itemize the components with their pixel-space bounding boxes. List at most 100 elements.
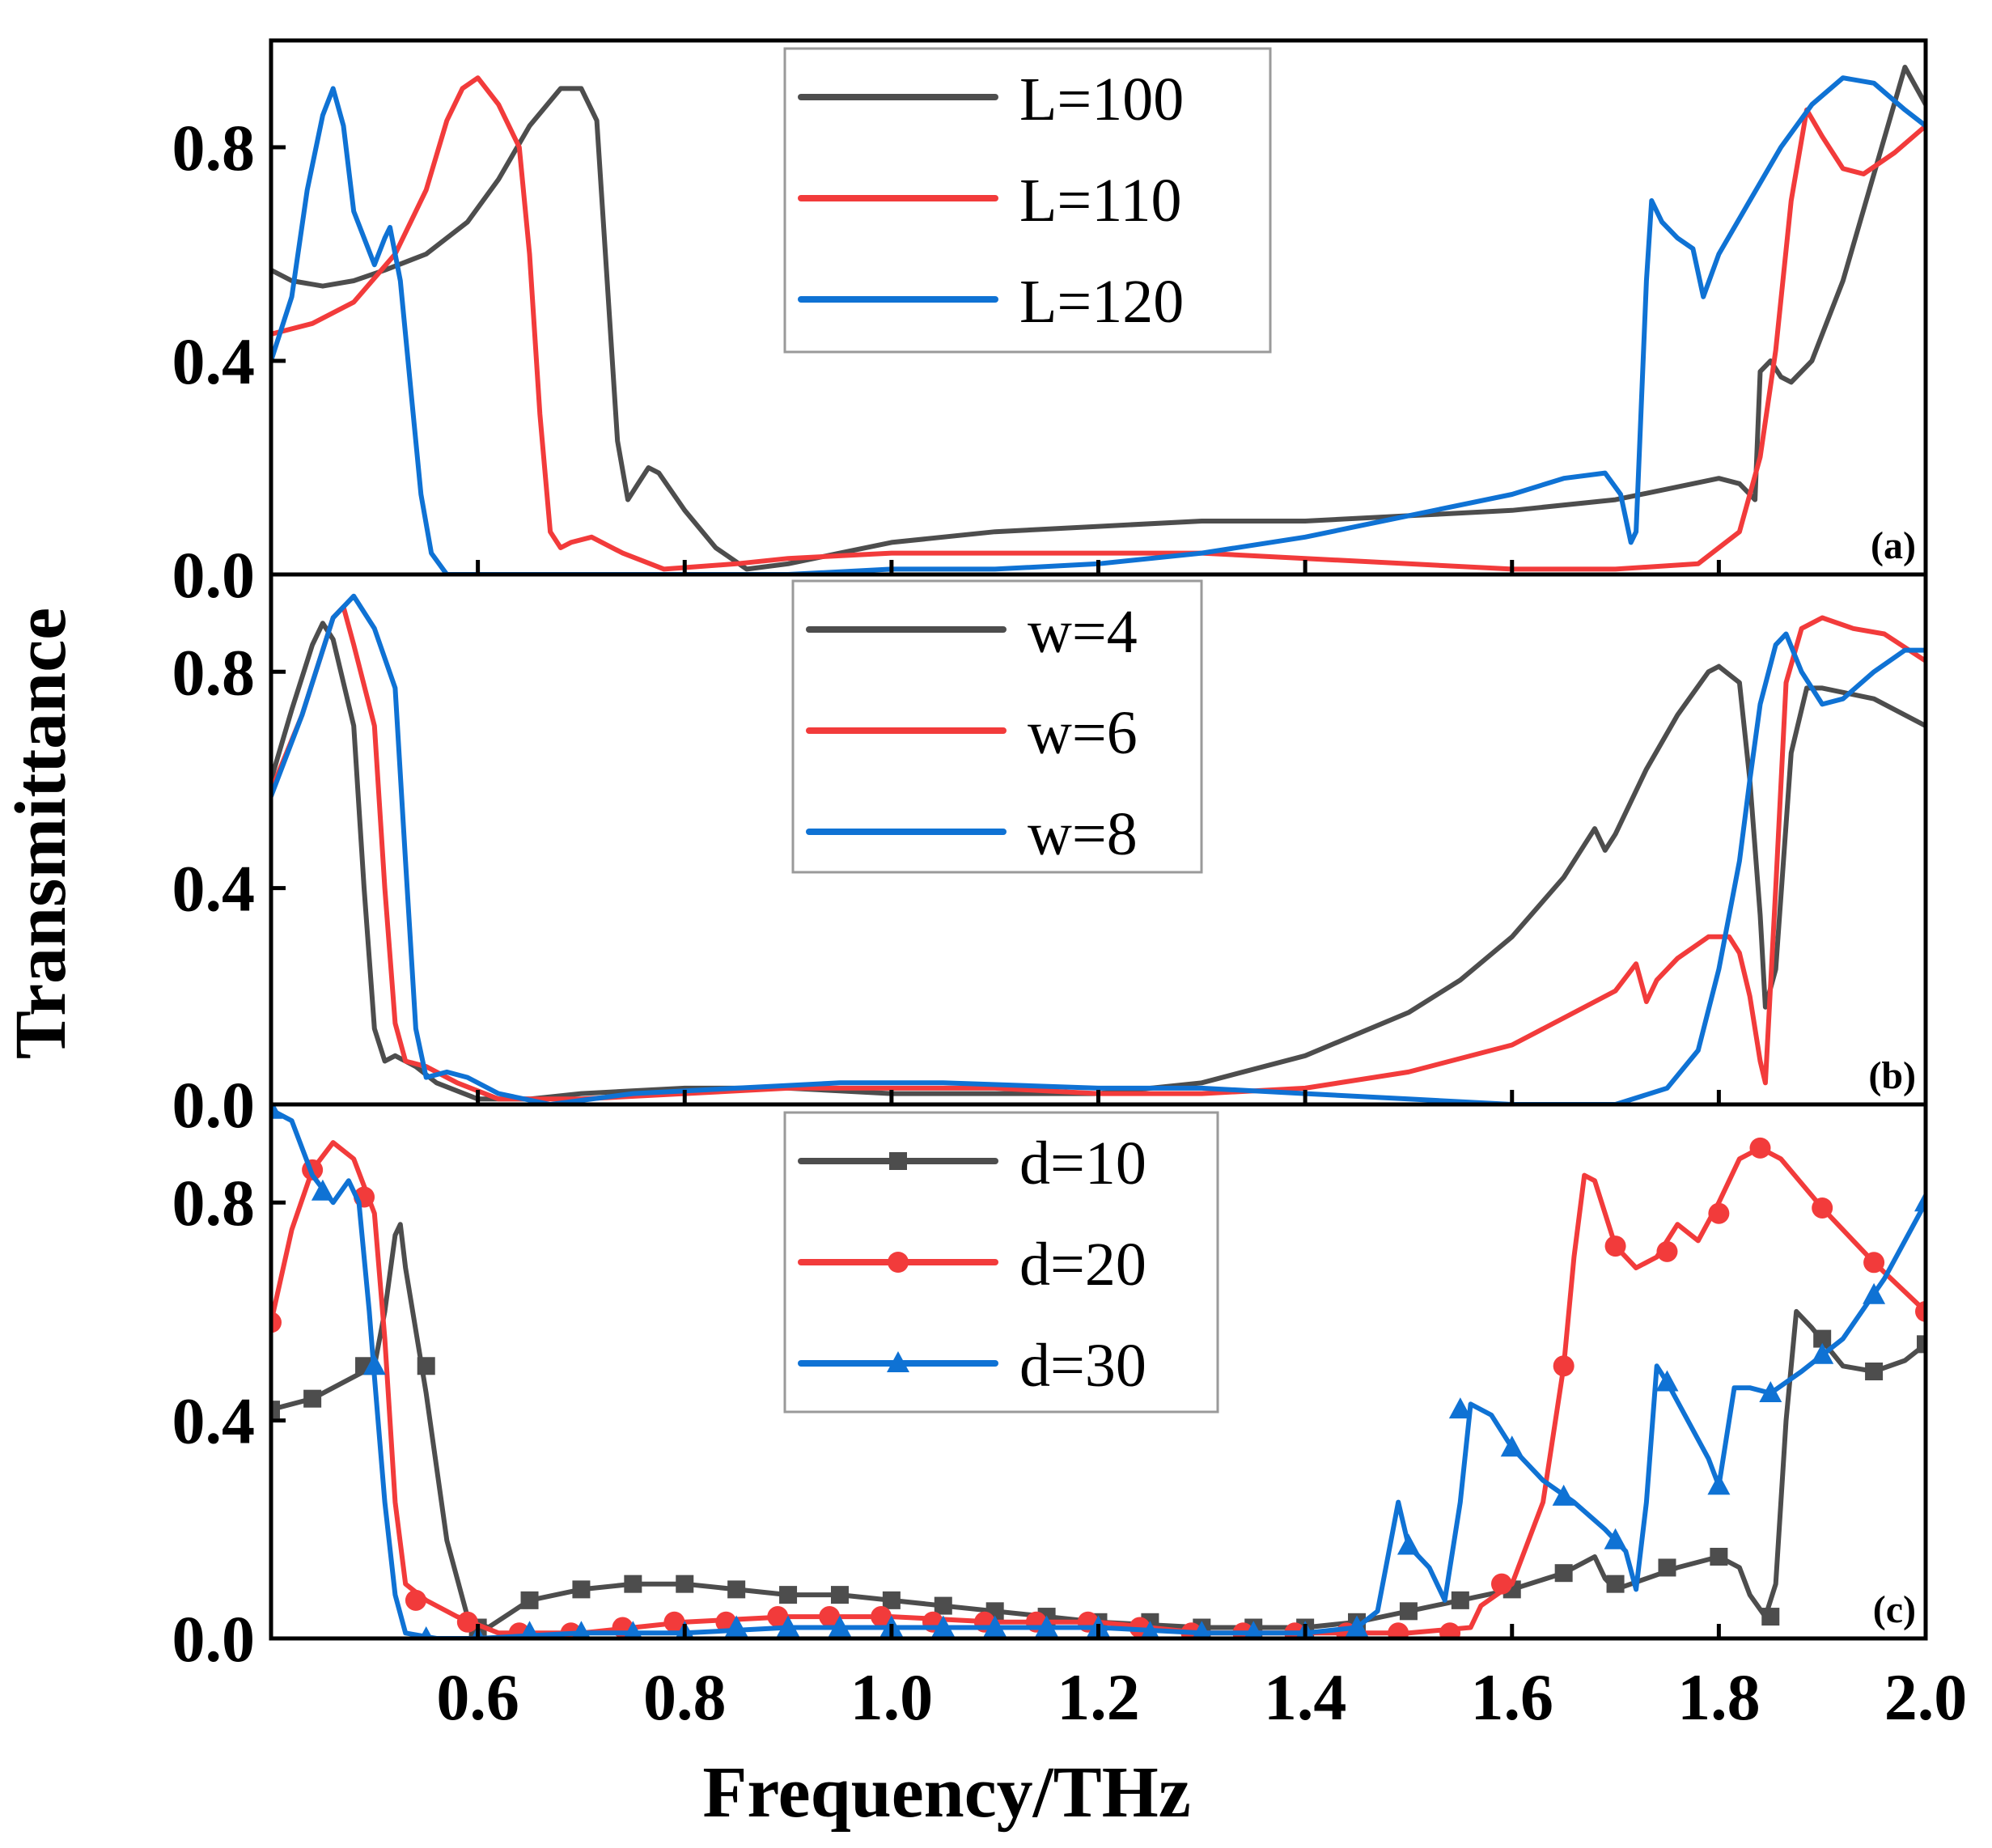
series-line-d=30 [271, 1107, 1926, 1638]
series-marker-d=30 [1811, 1342, 1834, 1364]
series-marker-d=10 [779, 1586, 798, 1604]
series-marker-d=10 [676, 1575, 694, 1593]
series-marker-d=10 [417, 1357, 435, 1375]
panel-b: 0.0 0.4 0.8 (b) w=4 w=6 w=8 [172, 572, 1928, 1142]
series-line-w=8 [271, 593, 1926, 1104]
series-marker-d=20 [271, 1312, 282, 1333]
series-marker-d=20 [819, 1606, 841, 1628]
series-marker-d=30 [725, 1615, 748, 1637]
series-marker-d=30 [777, 1615, 800, 1637]
legend-marker-d=20 [888, 1252, 909, 1273]
panel-label: (b) [1868, 1054, 1916, 1097]
x-tick-label: 1.6 [1471, 1660, 1554, 1734]
series-marker-d=20 [1439, 1622, 1461, 1638]
series-marker-d=30 [1863, 1282, 1886, 1304]
legend: w=4 w=6 w=8 [791, 579, 1203, 874]
series-marker-d=10 [1761, 1608, 1780, 1626]
series-marker-d=10 [1658, 1558, 1676, 1577]
series-marker-d=30 [1552, 1484, 1575, 1506]
legend-label-w=6: w=6 [1028, 699, 1138, 767]
x-axis-title: Frequency/THz [702, 1753, 1190, 1833]
x-tick-label: 1.2 [1057, 1660, 1140, 1734]
legend: d=10 d=20 d=30 [783, 1111, 1219, 1414]
series-marker-d=20 [1656, 1240, 1678, 1262]
y-tick-label: 0.0 [172, 1602, 256, 1676]
panel-c: 0.0 0.4 0.8 (c) d=10 d=20 d=30 [172, 1102, 1928, 1676]
series-marker-d=30 [1448, 1397, 1472, 1419]
legend-label-L=120: L=120 [1019, 268, 1184, 336]
series-line-w=4 [271, 621, 1926, 1102]
panel-label: (a) [1871, 524, 1916, 567]
series-marker-d=10 [1399, 1602, 1418, 1621]
legend-label-L=100: L=100 [1019, 66, 1184, 134]
legend-label-d=10: d=10 [1019, 1130, 1146, 1197]
y-tick-label: 0.0 [172, 1068, 256, 1142]
series-marker-d=10 [520, 1591, 539, 1609]
panel-label: (c) [1873, 1588, 1916, 1631]
series-marker-d=30 [1500, 1435, 1524, 1457]
series-marker-d=30 [1397, 1533, 1420, 1555]
series-marker-d=20 [767, 1606, 789, 1628]
series-marker-d=10 [1813, 1329, 1832, 1348]
x-tick-label: 2.0 [1884, 1660, 1968, 1734]
x-tick-label: 1.0 [850, 1660, 934, 1734]
legend-label-w=8: w=8 [1028, 800, 1138, 868]
series-marker-d=10 [1865, 1363, 1884, 1380]
series-marker-d=30 [931, 1615, 955, 1637]
series-marker-d=10 [1710, 1547, 1728, 1566]
y-tick-label: 0.8 [172, 1166, 256, 1240]
series-marker-d=20 [1812, 1197, 1833, 1219]
series-marker-d=30 [1655, 1370, 1679, 1392]
series-marker-d=10 [624, 1575, 642, 1593]
y-tick-label: 0.8 [172, 635, 256, 709]
legend-label-d=30: d=30 [1019, 1332, 1146, 1400]
y-tick-label: 0.0 [172, 538, 256, 612]
series-marker-d=10 [727, 1580, 746, 1599]
series-marker-d=10 [934, 1596, 952, 1615]
plot-layer: 0.0 0.4 0.8 (a) L=100 L=110 L=120 0.0 0.4 0.8 (b) w… [172, 38, 1968, 1734]
series-marker-d=20 [1604, 1236, 1626, 1257]
y-tick-label: 0.8 [172, 111, 256, 184]
legend-marker-d=30 [887, 1351, 909, 1372]
series-line-L=120 [271, 75, 1926, 574]
x-tick-label: 0.6 [436, 1660, 519, 1734]
series-marker-d=10 [303, 1389, 322, 1408]
series-marker-d=20 [1708, 1202, 1730, 1224]
x-tick-label: 0.8 [643, 1660, 727, 1734]
series-marker-d=30 [311, 1179, 334, 1201]
series-group [271, 593, 1926, 1104]
series-marker-d=10 [1554, 1564, 1573, 1583]
legend-marker-d=10 [889, 1152, 907, 1170]
series-marker-d=30 [828, 1615, 851, 1637]
panel-a: 0.0 0.4 0.8 (a) L=100 L=110 L=120 [172, 38, 1928, 612]
series-marker-d=30 [1140, 1621, 1160, 1638]
legend-label-w=4: w=4 [1028, 598, 1138, 666]
series-marker-d=10 [271, 1401, 280, 1419]
series-marker-d=20 [1490, 1573, 1512, 1595]
series-marker-d=10 [830, 1586, 849, 1604]
series-marker-d=30 [623, 1621, 643, 1638]
series-marker-d=20 [405, 1589, 426, 1611]
series-group [271, 1104, 1926, 1638]
legend-label-d=20: d=20 [1019, 1231, 1146, 1299]
y-tick-label: 0.4 [172, 1384, 256, 1458]
series-marker-d=10 [1606, 1575, 1625, 1593]
series-group [271, 65, 1926, 574]
series-marker-d=30 [362, 1354, 386, 1375]
series-marker-d=30 [419, 1626, 433, 1638]
series-marker-d=20 [663, 1611, 685, 1633]
series-marker-d=10 [572, 1580, 591, 1599]
x-tick-label: 1.4 [1264, 1660, 1347, 1734]
legend: L=100 L=110 L=120 [783, 47, 1272, 354]
series-marker-d=20 [456, 1611, 478, 1633]
series-marker-d=30 [519, 1621, 540, 1638]
series-marker-d=30 [1759, 1380, 1782, 1402]
y-tick-label: 0.4 [172, 852, 256, 926]
series-marker-d=30 [1604, 1528, 1627, 1549]
x-tick-label: 1.8 [1677, 1660, 1761, 1734]
legend-label-L=110: L=110 [1019, 167, 1181, 235]
series-marker-d=30 [1346, 1615, 1369, 1637]
y-axis-title: Transmittance [1, 608, 81, 1059]
series-marker-d=20 [1388, 1622, 1409, 1638]
